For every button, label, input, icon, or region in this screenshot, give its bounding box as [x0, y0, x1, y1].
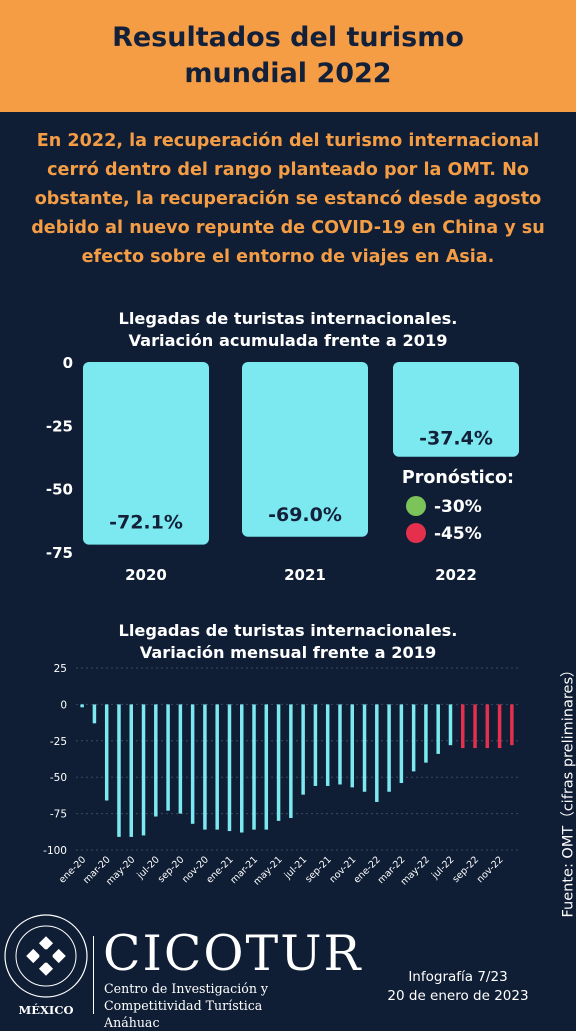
footer-info: Infografía 7/23 20 de enero de 2023: [360, 968, 556, 1006]
infographic-number: Infografía 7/23: [360, 968, 556, 987]
publication-date: 20 de enero de 2023: [360, 987, 556, 1006]
forecast-dot-pessimistic: [406, 523, 426, 543]
brand-subtitle-line1: Centro de Investigación y: [104, 980, 314, 997]
logo-country: MÉXICO: [0, 1003, 92, 1017]
forecast-dot-optimistic: [406, 496, 426, 516]
source-note: Fuente: OMT（cifras preliminares）: [557, 662, 576, 917]
forecast-pessimistic-label: -45%: [434, 524, 482, 544]
brand-subtitle-line2: Competitividad Turística Anáhuac: [104, 997, 314, 1031]
forecast-legend-title: Pronóstico:: [402, 468, 514, 488]
forecast-optimistic-label: -30%: [434, 497, 482, 517]
brand-name: CICOTUR: [103, 928, 362, 980]
brand-subtitle: Centro de Investigación y Competitividad…: [104, 980, 314, 1031]
footer-divider: [93, 936, 94, 1014]
